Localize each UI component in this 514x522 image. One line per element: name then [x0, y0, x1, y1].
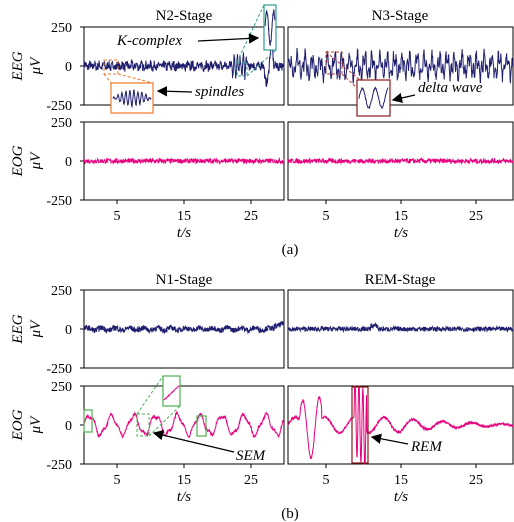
zoom-inset-delta-line [358, 86, 389, 110]
zoom-inset-spindles-line [112, 89, 152, 109]
xlabel: t/s [177, 225, 191, 241]
ytick-label: -250 [46, 194, 72, 209]
zoom-connector [103, 73, 112, 84]
series-line-n1-eeg [83, 321, 285, 335]
series-line-rem-eeg [287, 321, 514, 334]
xtick-label: 15 [394, 473, 408, 488]
stage-title-n3: N3-Stage [372, 8, 429, 24]
arrow-spindles [156, 86, 193, 97]
zoom-inset-spindles [110, 82, 154, 114]
series-line-n1-eog [83, 410, 285, 439]
xtick-label: 5 [114, 473, 121, 488]
annotation-rem: REM [410, 439, 443, 455]
zoom-connector [148, 405, 181, 437]
figure-b: N1-Stage REM-Stage 250 0 -250 250 0 -250… [10, 272, 514, 522]
zoom-inset-sem [162, 375, 181, 407]
ytick-marks-a [80, 26, 84, 201]
stage-title-n2: N2-Stage [156, 8, 213, 24]
stage-title-n1: N1-Stage [156, 272, 213, 288]
ylabel-a-eog: EOG μV [10, 145, 44, 177]
stage-title-rem: REM-Stage [365, 272, 436, 288]
ytick-label: 250 [51, 380, 72, 395]
annotation-k-complex: K-complex [116, 33, 182, 49]
ylabel-unit: μV [28, 319, 44, 339]
ytick-label: 0 [65, 323, 72, 338]
ytick-label: 250 [51, 116, 72, 131]
ylabel-unit: μV [28, 56, 44, 76]
series-line-n2-eeg [83, 43, 285, 87]
sem-box [196, 415, 207, 437]
xtick-label: 15 [177, 209, 191, 224]
xtick-label: 25 [469, 209, 483, 224]
xlabel: t/s [394, 489, 408, 505]
ytick-label: -250 [46, 99, 72, 114]
xtick-label: 5 [114, 209, 121, 224]
zoom-inset-k-complex-line [264, 9, 276, 46]
ytick-label: 0 [65, 60, 72, 75]
arrow-k-complex [197, 33, 260, 44]
zoom-connector [236, 4, 265, 63]
xtick-marks-a [116, 200, 477, 204]
xlabel: t/s [177, 489, 191, 505]
xtick-label: 25 [469, 473, 483, 488]
ylabel-unit: μV [28, 415, 44, 435]
xtick-marks-b [116, 464, 477, 468]
ytick-label: 0 [65, 155, 72, 170]
ytick-label: -250 [46, 362, 72, 377]
ylabel-text: EEG [10, 51, 26, 81]
rem-box [351, 386, 369, 464]
series-line-n2-eog [83, 156, 285, 166]
series-line-n3-eeg [287, 47, 514, 84]
zoom-inset-delta [356, 79, 391, 117]
xtick-label: 5 [323, 473, 330, 488]
ylabel-b-eog: EOG μV [10, 409, 44, 441]
ylabel-text: EEG [10, 314, 26, 344]
arrow-delta-wave [391, 92, 416, 104]
series-line-n3-eog [287, 156, 514, 166]
xlabel: t/s [394, 225, 408, 241]
ylabel-text: EOG [10, 145, 26, 177]
figure-label-b: (b) [281, 506, 299, 522]
ytick-label: 250 [51, 21, 72, 36]
series-line-rem-eog [287, 385, 514, 465]
ylabel-b-eeg: EEG μV [10, 314, 44, 344]
xtick-label: 5 [323, 209, 330, 224]
sem-box [83, 409, 93, 433]
ytick-label: 0 [65, 419, 72, 434]
xtick-label: 25 [244, 209, 258, 224]
annotation-delta-wave: delta wave [418, 80, 483, 96]
zoom-connector [117, 73, 154, 84]
zoom-source-sem [136, 413, 150, 437]
arrow-sem [152, 430, 235, 453]
arrow-rem [370, 433, 409, 445]
zoom-connector [325, 51, 361, 81]
annotation-sem: SEM [236, 448, 267, 464]
ylabel-unit: μV [28, 151, 44, 171]
panel-a-n3-eeg-frame [287, 26, 514, 106]
xtick-label: 15 [177, 473, 191, 488]
xtick-label: 25 [244, 473, 258, 488]
zoom-connector [136, 375, 164, 415]
ytick-marks-b [80, 289, 84, 465]
ytick-label: 250 [51, 284, 72, 299]
figure-a: N2-Stage N3-Stage 250 0 -250 250 0 -250 … [10, 4, 514, 258]
xtick-label: 15 [394, 209, 408, 224]
annotation-spindles: spindles [195, 84, 244, 100]
zoom-source-delta [325, 51, 343, 75]
ylabel-text: EOG [10, 409, 26, 441]
ytick-label: -250 [46, 458, 72, 473]
zoom-connector [246, 49, 277, 77]
zoom-source-spindles [103, 59, 119, 75]
figure-label-a: (a) [282, 242, 299, 258]
zoom-source-k-complex [236, 61, 248, 77]
zoom-inset-sem-line [163, 385, 180, 401]
ylabel-a-eeg: EEG μV [10, 51, 44, 81]
